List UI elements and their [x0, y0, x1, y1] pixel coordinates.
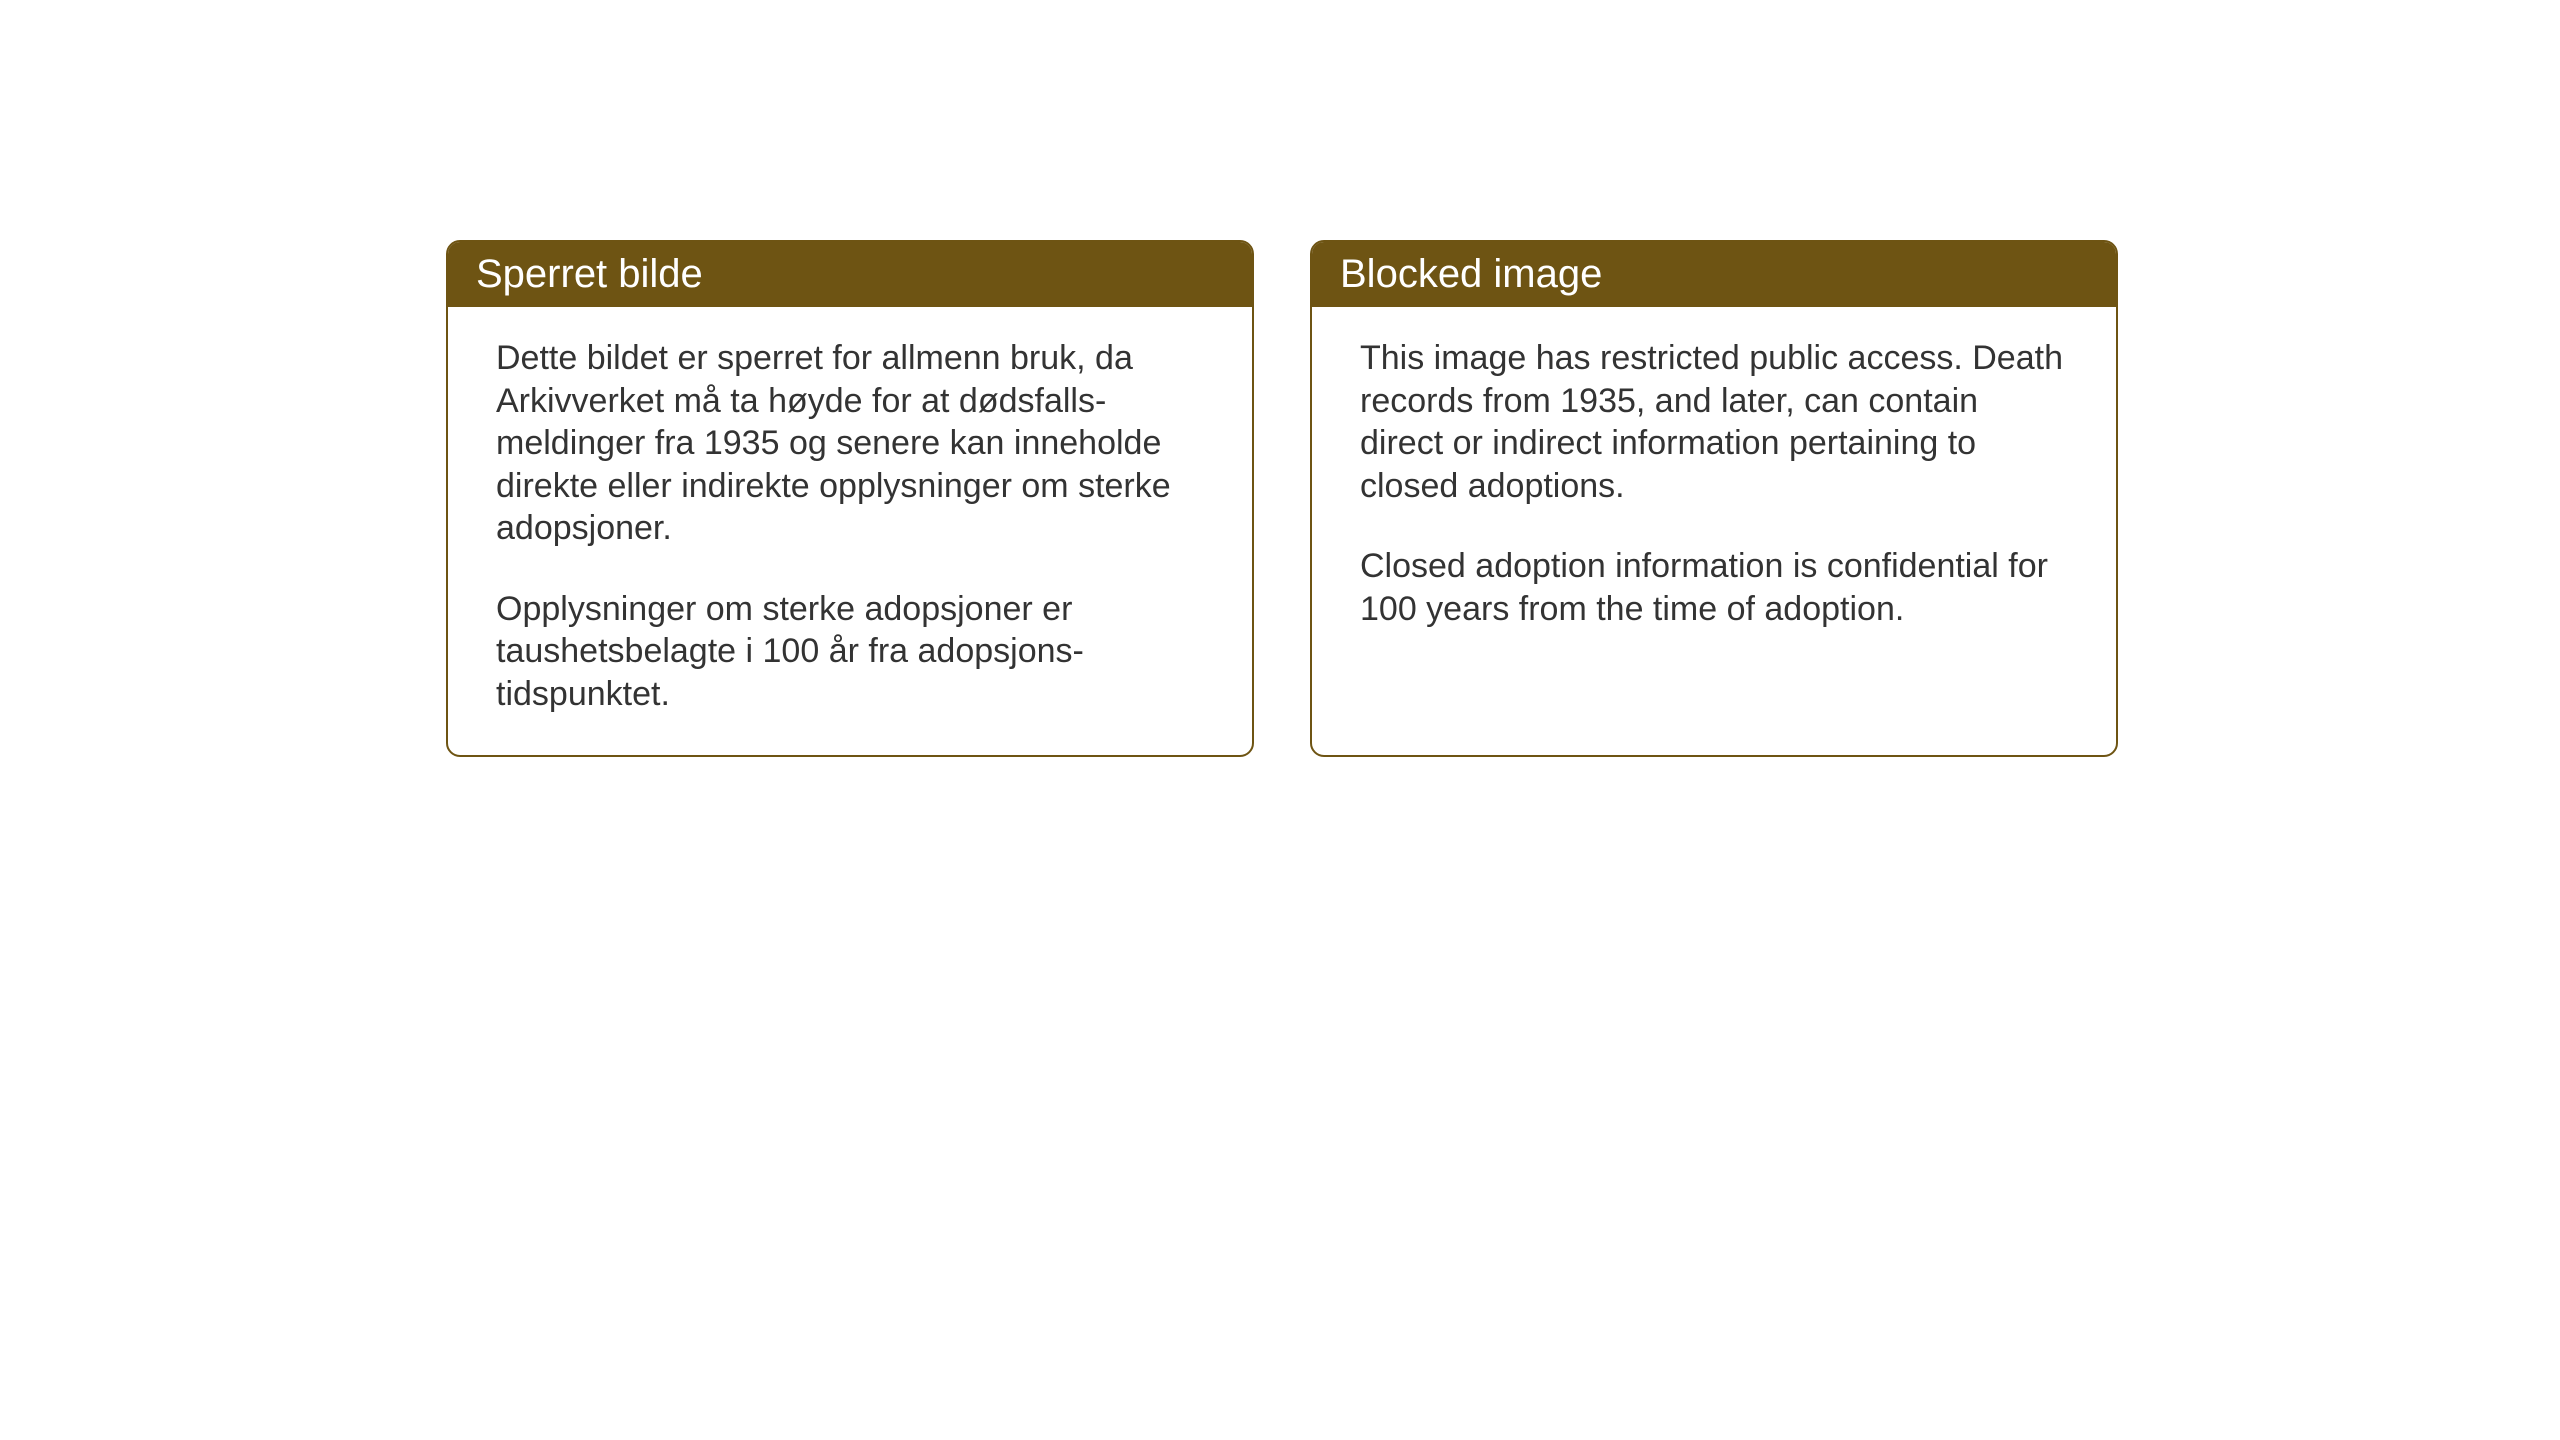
notice-card-norwegian: Sperret bilde Dette bildet er sperret fo…	[446, 240, 1254, 757]
notice-title-english: Blocked image	[1340, 252, 1602, 296]
notice-paragraph-1-norwegian: Dette bildet er sperret for allmenn bruk…	[496, 337, 1204, 550]
notice-paragraph-1-english: This image has restricted public access.…	[1360, 337, 2068, 507]
notice-body-english: This image has restricted public access.…	[1312, 307, 2116, 670]
notice-header-english: Blocked image	[1312, 242, 2116, 307]
notice-title-norwegian: Sperret bilde	[476, 252, 703, 296]
notice-header-norwegian: Sperret bilde	[448, 242, 1252, 307]
notice-container: Sperret bilde Dette bildet er sperret fo…	[446, 240, 2118, 757]
notice-paragraph-2-norwegian: Opplysninger om sterke adopsjoner er tau…	[496, 588, 1204, 716]
notice-body-norwegian: Dette bildet er sperret for allmenn bruk…	[448, 307, 1252, 755]
notice-card-english: Blocked image This image has restricted …	[1310, 240, 2118, 757]
notice-paragraph-2-english: Closed adoption information is confident…	[1360, 545, 2068, 630]
